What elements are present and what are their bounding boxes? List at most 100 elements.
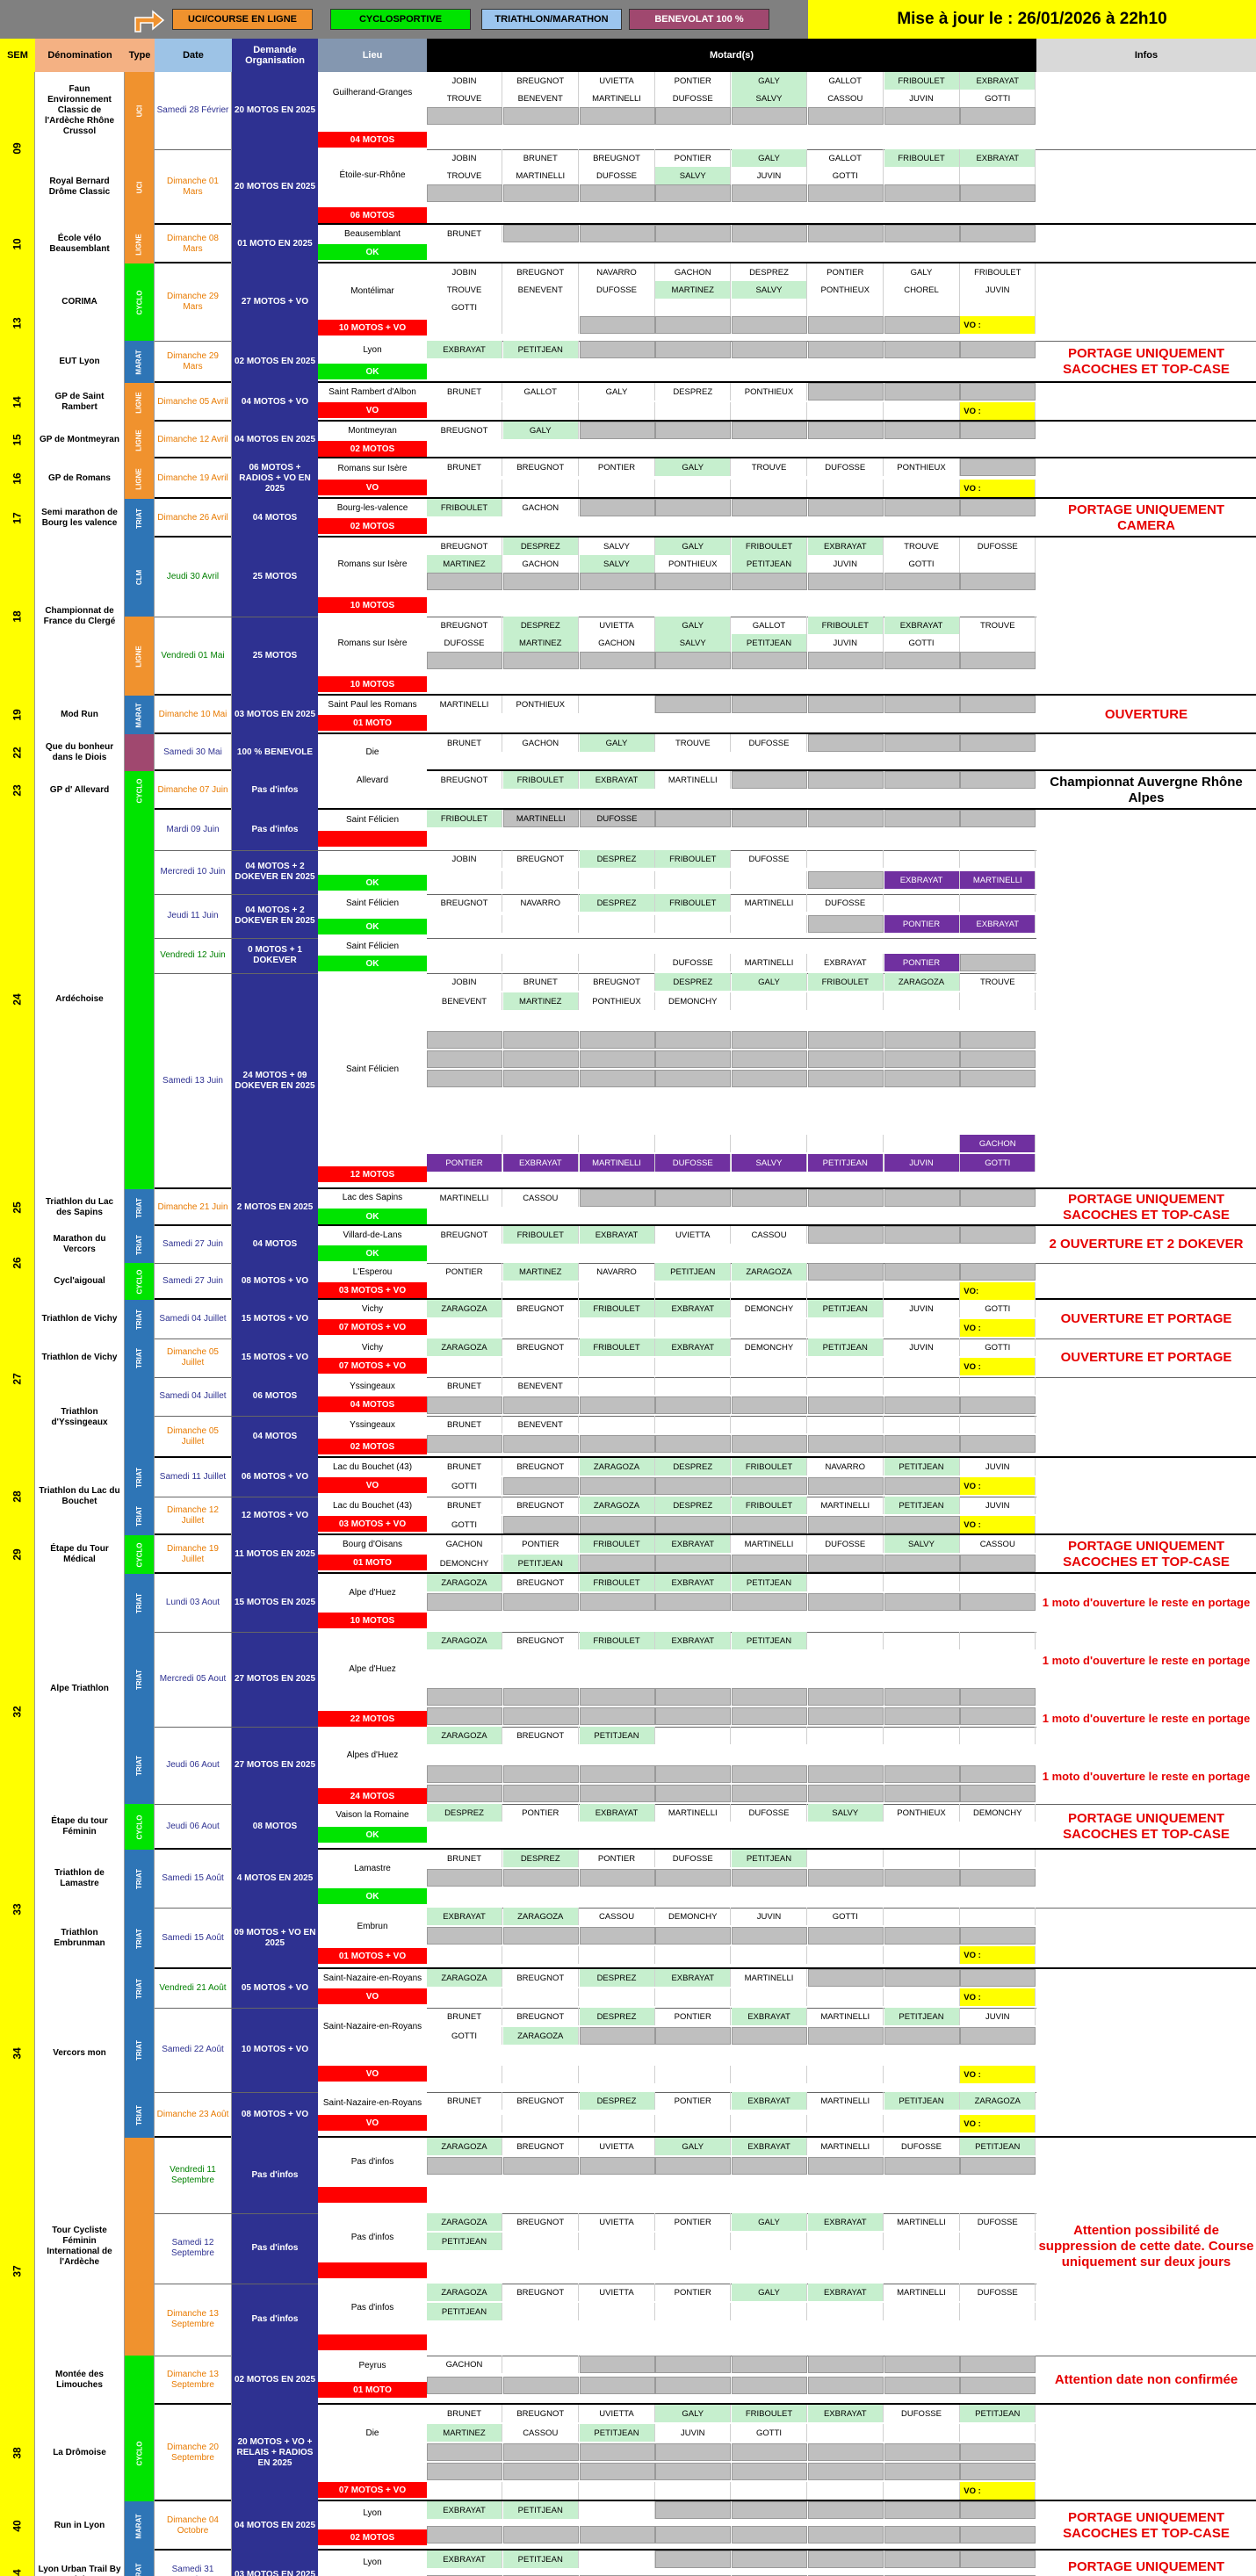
motard-empty-cell[interactable] [732,2443,807,2461]
motard-empty-cell[interactable] [884,299,960,316]
motard-empty-cell[interactable] [655,871,732,889]
motard-empty-cell[interactable] [580,1377,655,1395]
motard-empty-cell[interactable] [884,2066,960,2083]
motard-empty-cell[interactable] [655,1927,732,1945]
motard-empty-cell[interactable] [807,1765,884,1783]
motard-cell[interactable]: VO : [960,2482,1036,2500]
motard-empty-cell[interactable] [579,1688,655,1706]
motard-empty-cell[interactable] [960,1555,1036,1572]
motard-empty-cell[interactable] [960,1927,1036,1945]
motard-empty-cell[interactable] [503,299,579,316]
motard-empty-cell[interactable] [884,225,960,242]
motard-empty-cell[interactable] [502,2443,579,2461]
motard-empty-cell[interactable] [732,184,807,202]
motard-cell[interactable]: PETITJEAN [960,2405,1036,2422]
motard-empty-cell[interactable] [579,341,655,358]
motard-cell[interactable]: FRIBOULET [502,771,579,789]
motard-empty-cell[interactable] [427,107,502,125]
motard-empty-cell[interactable] [960,696,1036,713]
motard-empty-cell[interactable] [579,2377,655,2394]
motard-empty-cell[interactable] [960,1070,1036,1087]
motard-cell[interactable]: PETITJEAN [579,1727,655,1744]
motard-empty-cell[interactable] [732,1477,807,1495]
motard-cell[interactable]: DEMONCHY [655,1908,732,1925]
motard-empty-cell[interactable] [884,2526,960,2544]
motard-empty-cell[interactable] [503,2233,579,2250]
motard-empty-cell[interactable] [502,1688,579,1706]
motard-empty-cell[interactable] [807,1593,884,1611]
motard-empty-cell[interactable] [579,1435,655,1453]
motard-empty-cell[interactable] [580,1988,655,2006]
motard-empty-cell[interactable] [732,2303,807,2320]
motard-empty-cell[interactable] [427,480,502,497]
motard-empty-cell[interactable] [502,2526,579,2544]
motard-empty-cell[interactable] [884,652,960,669]
motard-empty-cell[interactable] [807,1226,884,1244]
motard-empty-cell[interactable] [732,107,807,125]
motard-cell[interactable]: GOTTI [884,555,960,573]
motard-empty-cell[interactable] [502,652,579,669]
motard-empty-cell[interactable] [884,2027,960,2045]
motard-empty-cell[interactable] [960,1908,1036,1925]
motard-cell[interactable]: GALY [732,973,807,991]
motard-empty-cell[interactable] [807,2157,884,2175]
motard-empty-cell[interactable] [807,1435,884,1453]
motard-cell[interactable]: JOBIN [427,149,502,167]
motard-empty-cell[interactable] [960,555,1036,573]
motard-cell[interactable]: EXBRAYAT [960,149,1036,167]
motard-empty-cell[interactable] [732,1765,807,1783]
motard-empty-cell[interactable] [960,499,1036,516]
motard-cell[interactable]: ZARAGOZA [427,2213,502,2231]
motard-cell[interactable]: MARTINEZ [502,634,579,652]
motard-empty-cell[interactable] [580,2501,655,2519]
motard-empty-cell[interactable] [808,1358,884,1375]
motard-cell[interactable]: BREUGNOT [503,1497,579,1514]
motard-cell[interactable]: PETITJEAN [732,555,807,573]
motard-empty-cell[interactable] [884,696,960,713]
motard-empty-cell[interactable] [960,652,1036,669]
motard-cell[interactable]: JOBIN [427,973,502,991]
motard-cell[interactable]: GOTTI [427,299,502,316]
motard-empty-cell[interactable] [960,1263,1036,1281]
motard-empty-cell[interactable] [503,871,579,889]
motard-empty-cell[interactable] [655,1070,732,1087]
motard-empty-cell[interactable] [655,810,732,827]
motard-empty-cell[interactable] [960,1377,1036,1395]
motard-empty-cell[interactable] [579,2356,655,2373]
motard-cell[interactable]: BRUNET [427,383,502,400]
motard-cell[interactable]: EXBRAYAT [808,954,884,971]
motard-empty-cell[interactable] [655,184,732,202]
motard-cell[interactable]: MARTINELLI [960,871,1036,889]
motard-cell[interactable]: CASSOU [808,90,884,107]
motard-empty-cell[interactable] [502,2463,579,2480]
motard-cell[interactable]: FRIBOULET [807,617,884,634]
motard-cell[interactable]: MARTINELLI [502,810,579,827]
motard-empty-cell[interactable] [884,992,960,1010]
motard-cell[interactable]: FRIBOULET [579,1300,655,1317]
motard-cell[interactable]: TROUVE [427,167,502,184]
motard-empty-cell[interactable] [732,1435,807,1453]
motard-cell[interactable]: EXBRAYAT [427,1908,502,1925]
motard-empty-cell[interactable] [884,1416,960,1433]
motard-empty-cell[interactable] [655,2115,732,2132]
motard-cell[interactable]: PONTHIEUX [884,1804,960,1822]
motard-empty-cell[interactable] [655,2157,732,2175]
motard-empty-cell[interactable] [808,1574,884,1591]
motard-empty-cell[interactable] [579,1707,655,1725]
motard-empty-cell[interactable] [503,915,579,933]
motard-empty-cell[interactable] [579,1477,655,1495]
motard-empty-cell[interactable] [960,1707,1036,1725]
motard-cell[interactable]: MARTINELLI [732,954,807,971]
motard-cell[interactable]: DUFOSSE [732,850,807,868]
motard-cell[interactable]: EXBRAYAT [655,1632,732,1649]
motard-cell[interactable]: DESPREZ [579,1969,655,1987]
motard-cell[interactable]: BREUGNOT [427,894,502,912]
motard-cell[interactable]: EXBRAYAT [807,2405,884,2422]
motard-empty-cell[interactable] [960,810,1036,827]
motard-empty-cell[interactable] [807,2377,884,2394]
motard-empty-cell[interactable] [807,383,884,400]
motard-cell[interactable]: EXBRAYAT [655,1535,732,1553]
motard-cell[interactable]: SALVY [580,538,655,555]
motard-cell[interactable]: VO : [960,1988,1036,2006]
motard-empty-cell[interactable] [884,1765,960,1783]
